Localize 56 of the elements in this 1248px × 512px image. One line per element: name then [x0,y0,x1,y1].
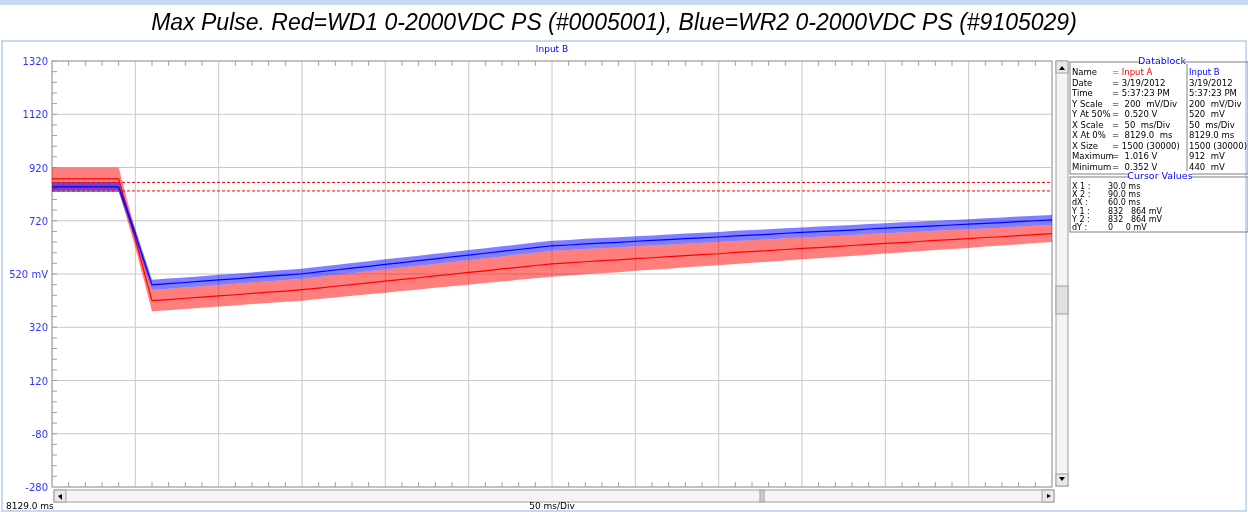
y-tick-label: 320 [28,322,48,334]
text: 90.0 ms [1108,190,1141,200]
text: Minimum [1072,161,1112,172]
text: Y 2 : [1071,214,1090,224]
text: = Input A [1112,67,1153,77]
text: X Size [1072,140,1098,151]
text: Time [1071,88,1093,98]
text: = 8129.0 ms [1112,130,1173,140]
text: X Scale [1072,119,1104,130]
text: dY : [1072,223,1088,232]
text: Y 1 : [1071,206,1090,216]
text: dX : [1072,198,1088,208]
text: Y Scale [1071,98,1103,109]
y-tick-label: 920 [28,162,48,174]
text: = 5:37:23 PM [1112,88,1170,98]
y-tick-label: 720 [28,215,48,227]
text: 3/19/2012 [1189,77,1233,88]
text: 520 mV [1189,109,1225,119]
text: 1500 (30000) [1189,140,1248,151]
y-tick-label: -280 [25,482,48,493]
text: = 1.016 V [1112,151,1158,161]
text: Cursor Values [1127,170,1193,181]
text: Date [1072,77,1093,88]
text: = 50 ms/Div [1112,119,1171,130]
text: 60.0 ms [1108,198,1141,208]
y-tick-label: 120 [28,375,48,387]
x-axis-title: 50 ms/Div [529,501,576,511]
y-tick-label: -80 [31,428,48,440]
text: = 0.520 V [1112,109,1158,119]
text: X 1 : [1072,182,1091,191]
text: 832 864 mV [1108,206,1163,216]
text: Name [1072,67,1098,77]
text: Datablock [1138,55,1187,66]
text: 832 864 mV [1108,214,1163,224]
text: Y At 50% [1071,109,1111,119]
text: Maximum [1072,151,1114,161]
text: 440 mV [1189,161,1225,172]
text: 50 ms/Div [1189,119,1235,130]
text: 0 0 mV [1108,223,1148,232]
text: = 0.352 V [1112,161,1158,172]
text: = 200 mV/Div [1112,98,1178,109]
text: Input B [1189,67,1220,77]
text: 5:37:23 PM [1189,88,1237,98]
text: 8129.0 ms [6,501,55,511]
chart-title: Max Pulse. Red=WD1 0-2000VDC PS (#0005001), Blue=WR2 0-2000VDC PS (#9105029) [151,9,1077,35]
y-tick-label: 520 mV [9,269,49,280]
y-tick-label: 1320 [22,56,48,67]
text: = 1500 (30000) [1112,140,1180,151]
text: 912 mV [1189,151,1225,161]
y-tick-label: 1120 [22,109,48,121]
text: Input B [535,44,569,54]
text: 8129.0 ms [1189,130,1235,140]
text: 200 mV/Div [1189,98,1242,109]
text: 30.0 ms [1108,182,1141,191]
text: = 3/19/2012 [1112,77,1166,88]
text: X At 0% [1072,130,1106,140]
